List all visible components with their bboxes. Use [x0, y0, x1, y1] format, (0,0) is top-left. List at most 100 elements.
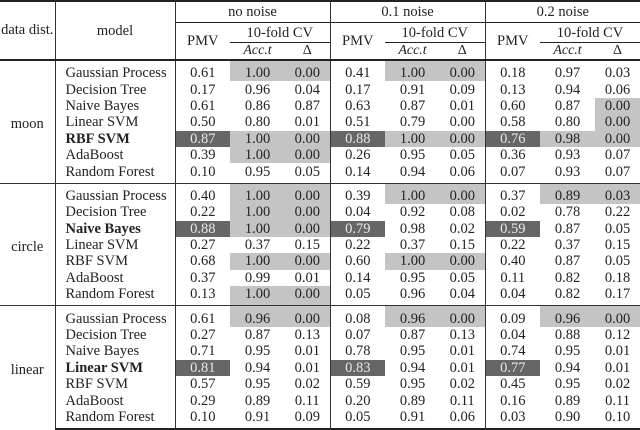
delta-cell: 0.12: [604, 327, 631, 344]
delta-cell: 0.08: [440, 204, 486, 221]
header-pmv: PMV: [330, 22, 385, 61]
header-cv: 10-fold CV: [385, 22, 486, 43]
delta-cell: 0.13: [440, 326, 486, 344]
acc-cell: 0.87: [554, 97, 581, 114]
delta-cell: 0.00: [595, 97, 640, 115]
delta-cell: 0.00: [285, 305, 331, 327]
delta-cell: 0.00: [285, 60, 331, 82]
pmv-cell: 0.17: [190, 81, 216, 98]
delta-cell: 0.18: [604, 269, 631, 286]
acc-cell: 0.95: [554, 376, 581, 393]
acc-cell: 0.78: [554, 204, 581, 221]
table-row: Linear SVM 0.50 0.80 0.01 0.51 0.79 0.00 0.58 0.…: [0, 114, 640, 131]
pmv-cell: 0.88: [175, 220, 230, 237]
pmv-cell: 0.07: [500, 163, 526, 180]
model-name: Linear SVM: [55, 236, 176, 254]
table-row: RBF SVM 0.87 1.00 0.00 0.88 1.00 0.00 0.76 0.98 0…: [0, 130, 640, 147]
header-cv: 10-fold CV: [540, 22, 640, 43]
pmv-cell: 0.39: [330, 182, 385, 205]
delta-cell: 0.22: [604, 204, 631, 221]
delta-cell: 0.00: [440, 130, 486, 147]
acc-cell: 0.94: [554, 81, 581, 98]
model-name: Naive Bayes: [55, 343, 176, 360]
delta-cell: 0.11: [605, 392, 630, 409]
pmv-cell: 0.16: [500, 392, 526, 409]
acc-cell: 0.79: [399, 114, 426, 131]
acc-cell: 0.96: [399, 286, 426, 303]
model-name: Gaussian Process: [55, 60, 176, 82]
acc-cell: 0.95: [244, 343, 271, 360]
acc-cell: 0.87: [554, 253, 581, 270]
acc-cell: 0.91: [399, 81, 426, 98]
pmv-cell: 0.36: [500, 147, 526, 164]
model-name: Decision Tree: [55, 204, 176, 221]
acc-cell: 0.82: [554, 269, 581, 286]
delta-cell: 0.13: [285, 326, 331, 344]
table-row: Naive Bayes 0.88 1.00 0.00 0.79 0.98 0.02 0.59 0…: [0, 220, 640, 237]
delta-cell: 0.03: [604, 65, 631, 82]
pmv-cell: 0.14: [345, 163, 371, 180]
delta-cell: 0.01: [604, 359, 631, 376]
delta-cell: 0.01: [440, 359, 486, 377]
delta-cell: 0.00: [595, 305, 640, 327]
acc-cell: 1.00: [230, 286, 285, 306]
pmv-cell: 0.81: [175, 359, 230, 377]
delta-cell: 0.87: [285, 97, 331, 115]
pmv-cell: 0.77: [485, 359, 541, 377]
acc-cell: 0.92: [399, 204, 426, 221]
pmv-cell: 0.05: [330, 408, 385, 430]
delta-cell: 0.10: [595, 408, 640, 430]
acc-cell: 0.95: [399, 343, 426, 360]
pmv-cell: 0.63: [345, 97, 371, 114]
delta-cell: 0.04: [440, 286, 486, 306]
acc-cell: 0.95: [244, 376, 271, 393]
acc-cell: 0.89: [244, 392, 271, 409]
acc-cell: 0.82: [554, 286, 581, 303]
pmv-cell: 0.09: [485, 305, 541, 327]
header-group-0.2-noise: 0.2 noise: [485, 0, 640, 23]
pmv-cell: 0.26: [345, 147, 371, 164]
table-row: linear Gaussian Process 0.61 0.96 0.00 0.08 0.…: [0, 305, 640, 430]
pmv-cell: 0.51: [345, 114, 371, 131]
data-dist-label: circle: [0, 182, 56, 306]
pmv-cell: 0.10: [175, 408, 230, 430]
pmv-cell: 0.39: [190, 147, 216, 164]
table-row: AdaBoost 0.39 1.00 0.00 0.26 0.95 0.05 0.36 0.93…: [0, 146, 640, 164]
delta-cell: 0.01: [285, 114, 331, 131]
delta-cell: 0.05: [285, 163, 331, 184]
acc-cell: 1.00: [230, 220, 285, 237]
delta-cell: 0.05: [604, 220, 631, 237]
pmv-cell: 0.02: [500, 204, 526, 221]
header-data-dist: data dist.: [0, 0, 56, 61]
acc-cell: 0.87: [399, 97, 426, 114]
acc-cell: 0.37: [554, 237, 581, 254]
delta-cell: 0.01: [440, 343, 486, 360]
model-name: Random Forest: [55, 408, 176, 430]
delta-cell: 0.07: [604, 163, 631, 180]
table-row: Random Forest 0.13 1.00 0.00 0.05 0.96 0.04 0.0…: [0, 286, 640, 306]
section-linear: linear Gaussian Process 0.61 0.96 0.00 0.08 0.…: [0, 305, 640, 430]
model-name: Linear SVM: [55, 359, 176, 377]
pmv-cell: 0.59: [345, 376, 371, 393]
header-group-no-noise: no noise: [175, 0, 331, 23]
acc-cell: 0.88: [554, 327, 581, 344]
delta-cell: 0.06: [440, 163, 486, 184]
table-row: Decision Tree 0.22 1.00 0.00 0.04 0.92 0.08 0.0…: [0, 204, 640, 221]
pmv-cell: 0.40: [175, 182, 230, 205]
delta-cell: 0.00: [440, 114, 486, 131]
delta-cell: 0.02: [440, 376, 486, 393]
model-name: Decision Tree: [55, 326, 176, 344]
acc-cell: 0.93: [554, 163, 581, 180]
acc-cell: 0.87: [554, 220, 581, 237]
delta-cell: 0.01: [285, 359, 331, 377]
acc-cell: 1.00: [385, 60, 440, 82]
data-dist-label: linear: [0, 305, 56, 430]
acc-cell: 0.95: [399, 376, 426, 393]
model-name: Naive Bayes: [55, 220, 176, 237]
acc-cell: 0.95: [399, 147, 426, 164]
model-name: Random Forest: [55, 163, 176, 184]
delta-cell: 0.06: [440, 408, 486, 430]
acc-cell: 0.94: [399, 359, 426, 376]
header-model: model: [55, 0, 176, 61]
acc-cell: 1.00: [230, 60, 285, 82]
